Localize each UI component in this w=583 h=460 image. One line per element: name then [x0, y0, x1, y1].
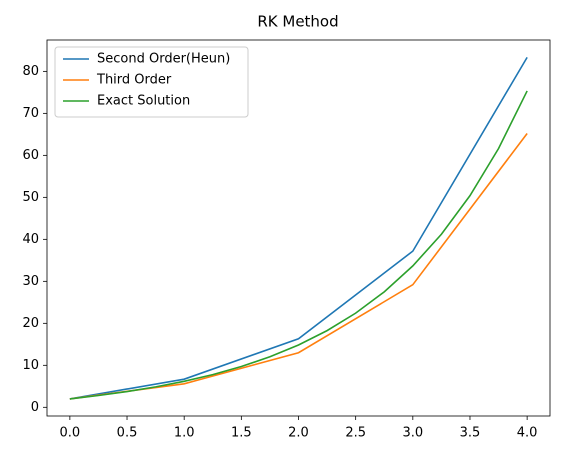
- x-tick-label: 4.0: [517, 426, 538, 441]
- x-tick-label: 1.5: [231, 426, 252, 441]
- chart-title: RK Method: [257, 13, 338, 31]
- x-tick-label: 3.0: [402, 426, 423, 441]
- x-tick-label: 2.0: [288, 426, 309, 441]
- legend-label: Second Order(Heun): [97, 52, 230, 67]
- y-tick-label: 50: [22, 190, 39, 205]
- y-tick-label: 70: [22, 106, 39, 121]
- y-tick-label: 30: [22, 274, 39, 289]
- x-tick-label: 3.5: [460, 426, 481, 441]
- series-line: [69, 56, 528, 400]
- y-tick-label: 40: [22, 232, 39, 247]
- y-tick-label: 10: [22, 358, 39, 373]
- legend-box: [54, 46, 249, 118]
- y-tick-label: 80: [22, 64, 39, 79]
- x-tick-label: 1.0: [174, 426, 195, 441]
- y-tick-label: 0: [31, 400, 39, 415]
- legend-label: Exact Solution: [97, 94, 190, 109]
- x-tick-label: 2.5: [345, 426, 366, 441]
- plot-frame: [46, 39, 551, 417]
- y-tick-label: 60: [22, 148, 39, 163]
- legend-label: Third Order: [96, 73, 172, 88]
- x-tick-label: 0.5: [117, 426, 138, 441]
- series-line: [69, 90, 528, 400]
- x-tick-label: 0.0: [60, 426, 81, 441]
- y-tick-label: 20: [22, 316, 39, 331]
